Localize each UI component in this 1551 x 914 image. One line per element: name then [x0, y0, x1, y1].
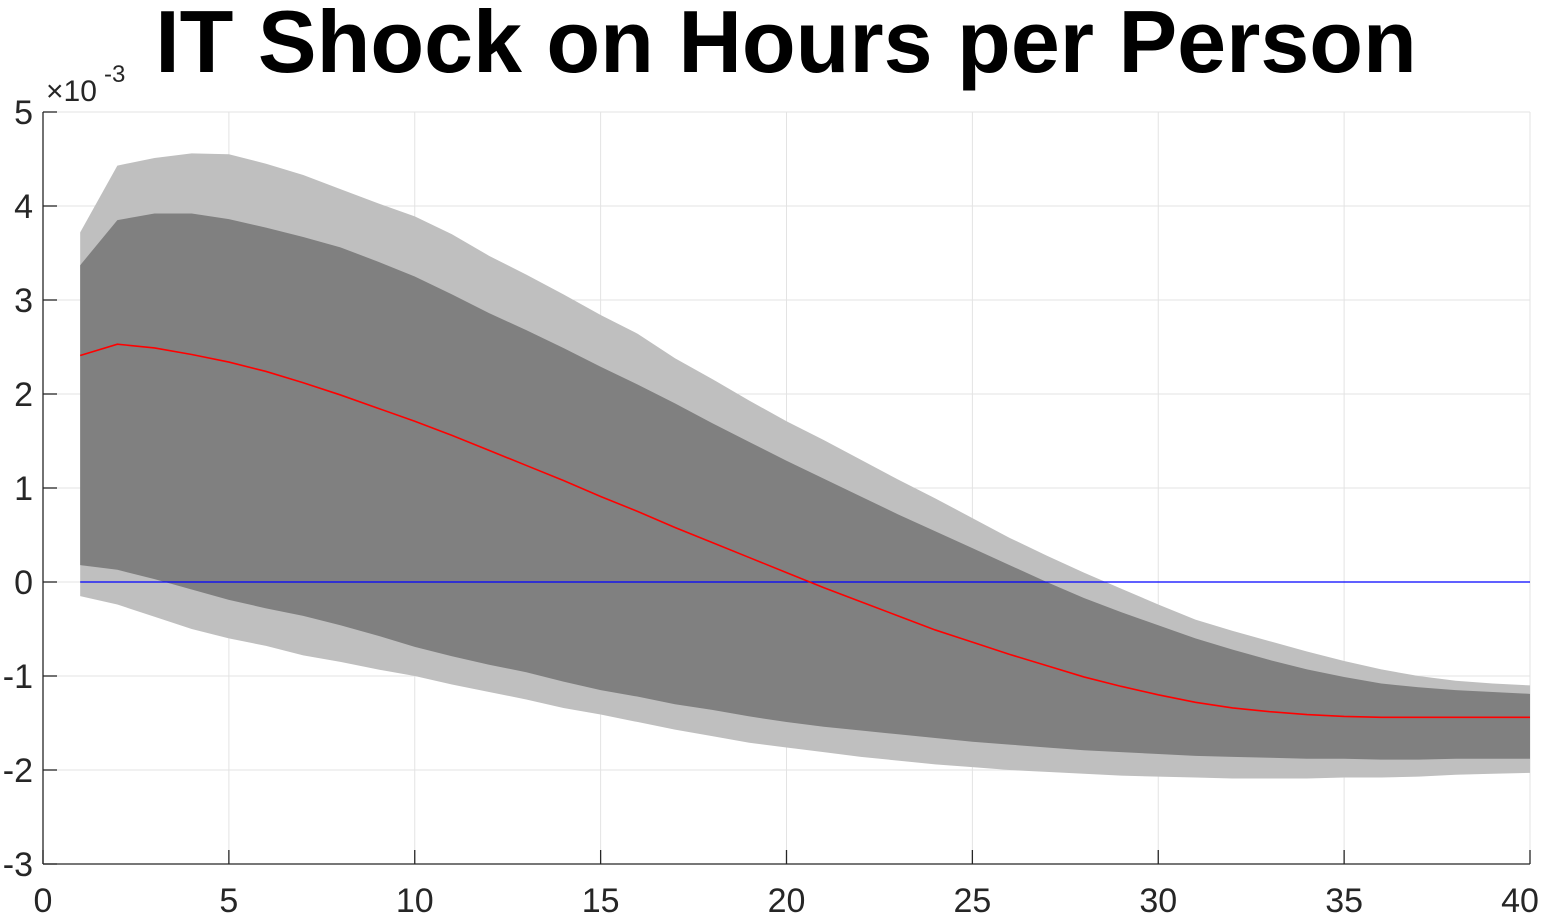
y-tick-label: 2 [14, 376, 33, 414]
y-tick-label: 3 [14, 282, 33, 320]
inner-confidence-band [80, 213, 1530, 760]
y-tick-label: 5 [14, 94, 33, 132]
x-tick-label: 25 [953, 882, 991, 914]
axis-exponent-label: ×10 -3 [46, 61, 125, 108]
x-tick-label: 35 [1325, 882, 1363, 914]
exponent-power: -3 [104, 61, 125, 88]
chart-title: IT Shock on Hours per Person [155, 0, 1417, 91]
y-tick-label: 0 [14, 564, 33, 602]
x-tick-label: 30 [1139, 882, 1177, 914]
x-tick-label: 10 [396, 882, 434, 914]
x-tick-label: 0 [34, 882, 53, 914]
x-tick-label: 20 [768, 882, 806, 914]
exponent-base: ×10 [46, 75, 97, 108]
y-tick-label: -3 [3, 846, 33, 884]
y-tick-label: -1 [3, 658, 33, 696]
x-tick-label: 15 [582, 882, 620, 914]
tick-labels: 0 5 10 15 20 25 30 35 40 -3 -2 -1 0 1 2 3 4 5 [3, 94, 1539, 914]
axes [42, 111, 1531, 865]
y-tick-label: -2 [3, 752, 33, 790]
series-lines [79, 343, 1530, 719]
y-tick-label: 1 [14, 470, 33, 508]
confidence-bands [80, 153, 1530, 779]
median-response-line [79, 343, 1530, 719]
x-tick-label: 40 [1501, 882, 1539, 914]
y-tick-label: 4 [14, 188, 33, 226]
x-tick-label: 5 [219, 882, 238, 914]
